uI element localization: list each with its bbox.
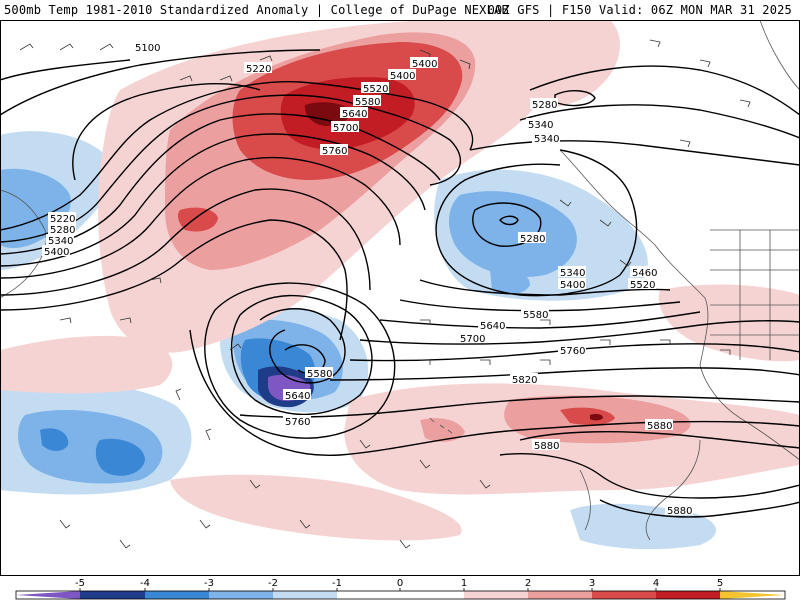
contour-label: 5640: [285, 391, 310, 402]
contour-label: 5700: [460, 334, 485, 345]
contour-label: 5280: [50, 225, 75, 236]
map-panel: 5100 5220 5400 5400 5520 5580 5640 5700 …: [0, 20, 800, 576]
colorbar: -5 -4 -3 -2 -1 0 1 2 3 4 5: [0, 576, 800, 600]
contour-label: 5820: [512, 375, 537, 386]
colorbar-swatch: [273, 591, 337, 599]
colorbar-swatch: [337, 591, 400, 599]
contour-label: 5400: [390, 71, 415, 82]
contour-label: 5220: [50, 214, 75, 225]
colorbar-tick-label: -3: [204, 578, 214, 589]
contour-label: 5340: [48, 236, 73, 247]
figure-header: 500mb Temp 1981-2010 Standardized Anomal…: [0, 0, 800, 20]
contour-label: 5280: [532, 100, 557, 111]
colorbar-tick-label: 2: [525, 578, 531, 589]
contour-labels: 5100 5220 5400 5400 5520 5580 5640 5700 …: [42, 41, 693, 517]
contour-label: 5580: [355, 97, 380, 108]
contour-label: 5400: [44, 247, 69, 258]
contour-label: 5580: [523, 310, 548, 321]
colorbar-swatch: [80, 591, 145, 599]
colorbar-ticks: -5 -4 -3 -2 -1 0 1 2 3 4 5: [75, 578, 723, 591]
contour-label: 5400: [560, 280, 585, 291]
colorbar-tick-label: 3: [589, 578, 595, 589]
map-canvas: 5100 5220 5400 5400 5520 5580 5640 5700 …: [0, 20, 800, 576]
contour-label: 5640: [342, 109, 367, 120]
contour-label: 5760: [322, 146, 347, 157]
contour-label: 5340: [528, 120, 553, 131]
colorbar-swatch: [656, 591, 720, 599]
colorbar-tick-label: -1: [332, 578, 342, 589]
contour-label: 5880: [647, 421, 672, 432]
contour-label: 5520: [630, 280, 655, 291]
colorbar-under-triangle: [16, 591, 80, 599]
anomaly-pos5-fill: [304, 102, 603, 421]
colorbar-swatch: [209, 591, 273, 599]
contour-label: 5280: [520, 234, 545, 245]
contour-label: 5460: [632, 268, 657, 279]
colorbar-swatch: [145, 591, 209, 599]
colorbar-canvas: -5 -4 -3 -2 -1 0 1 2 3 4 5: [15, 578, 786, 600]
colorbar-tick-label: -4: [140, 578, 150, 589]
colorbar-tick-label: 1: [461, 578, 467, 589]
contour-label: 5340: [534, 134, 559, 145]
colorbar-tick-label: 5: [717, 578, 723, 589]
colorbar-tick-label: -5: [75, 578, 85, 589]
contour-label: 5880: [667, 506, 692, 517]
contour-label: 5880: [534, 441, 559, 452]
colorbar-tick-label: 4: [653, 578, 659, 589]
contour-label: 5760: [285, 417, 310, 428]
colorbar-swatch: [400, 591, 464, 599]
colorbar-swatch: [464, 591, 528, 599]
colorbar-over-triangle: [720, 591, 785, 599]
height-contours: [0, 49, 800, 518]
contour-label: 5100: [135, 43, 160, 54]
run-valid-time: 00Z GFS | F150 Valid: 06Z MON MAR 31 202…: [487, 3, 792, 17]
wind-barbs: [19, 39, 751, 549]
product-title: 500mb Temp 1981-2010 Standardized Anomal…: [4, 3, 509, 17]
contour-label: 5400: [412, 59, 437, 70]
contour-label: 5640: [480, 321, 505, 332]
colorbar-swatch: [528, 591, 592, 599]
colorbar-swatch: [592, 591, 656, 599]
coastlines: [0, 20, 800, 541]
contour-label: 5340: [560, 268, 585, 279]
colorbar-tick-label: 0: [397, 578, 403, 589]
colorbar-tick-label: -2: [268, 578, 278, 589]
contour-label: 5220: [246, 64, 271, 75]
contour-label: 5580: [307, 369, 332, 380]
contour-label: 5760: [560, 346, 585, 357]
colorbar-swatches: [15, 590, 786, 600]
contour-label: 5520: [363, 84, 388, 95]
contour-label: 5700: [333, 123, 358, 134]
